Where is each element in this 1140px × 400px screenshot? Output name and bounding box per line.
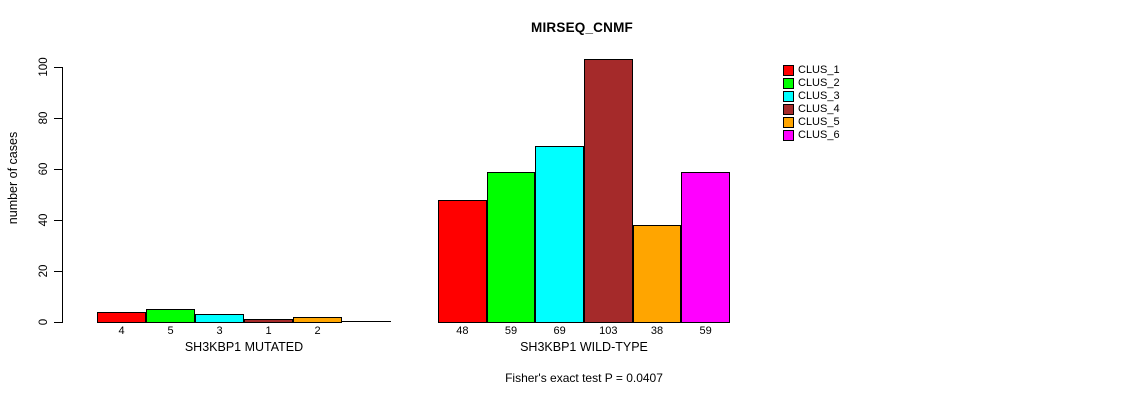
y-tick xyxy=(54,271,62,272)
y-tick xyxy=(54,322,62,323)
bar xyxy=(244,319,293,323)
legend-swatch xyxy=(783,117,794,128)
y-tick xyxy=(54,169,62,170)
legend-label: CLUS_5 xyxy=(798,116,840,128)
legend-swatch xyxy=(783,104,794,115)
legend-swatch xyxy=(783,130,794,141)
bar-value-label: 59 xyxy=(699,325,712,337)
bar xyxy=(584,59,633,323)
bar-value-label: 69 xyxy=(553,325,566,337)
bar-value-label: 48 xyxy=(456,325,469,337)
y-tick xyxy=(54,67,62,68)
bar-value-label: 1 xyxy=(265,325,272,337)
bar xyxy=(293,316,342,323)
bar-value-label: 5 xyxy=(167,325,174,337)
bar-value-label: 3 xyxy=(216,325,223,337)
legend-label: CLUS_6 xyxy=(798,129,840,141)
y-tick xyxy=(54,220,62,221)
bar xyxy=(146,309,195,323)
bar xyxy=(486,171,536,323)
bar xyxy=(632,225,682,323)
legend-label: CLUS_4 xyxy=(798,103,840,115)
legend-label: CLUS_2 xyxy=(798,77,840,89)
bar xyxy=(97,311,146,323)
footnote-fisher-test: Fisher's exact test P = 0.0407 xyxy=(505,371,663,385)
chart-title: MIRSEQ_CNMF xyxy=(531,20,633,35)
bar xyxy=(681,171,730,323)
legend-label: CLUS_3 xyxy=(798,90,840,102)
legend-swatch xyxy=(783,91,794,102)
bar-value-label: 38 xyxy=(650,325,664,337)
bar xyxy=(195,314,244,323)
bar-value-label: 103 xyxy=(599,325,618,337)
bar-zero xyxy=(342,321,391,322)
bar-value-label: 2 xyxy=(314,325,321,337)
x-group-label-wildtype: SH3KBP1 WILD-TYPE xyxy=(520,340,648,354)
y-tick xyxy=(54,118,62,119)
legend-swatch xyxy=(783,65,794,76)
bar-value-label: 4 xyxy=(118,325,125,337)
bar-value-label: 59 xyxy=(504,325,518,337)
bar xyxy=(438,199,487,323)
legend-swatch xyxy=(783,78,794,89)
bar xyxy=(535,146,584,323)
x-group-label-mutated: SH3KBP1 MUTATED xyxy=(184,340,304,354)
legend-label: CLUS_1 xyxy=(798,64,840,76)
y-axis-line xyxy=(62,67,63,323)
